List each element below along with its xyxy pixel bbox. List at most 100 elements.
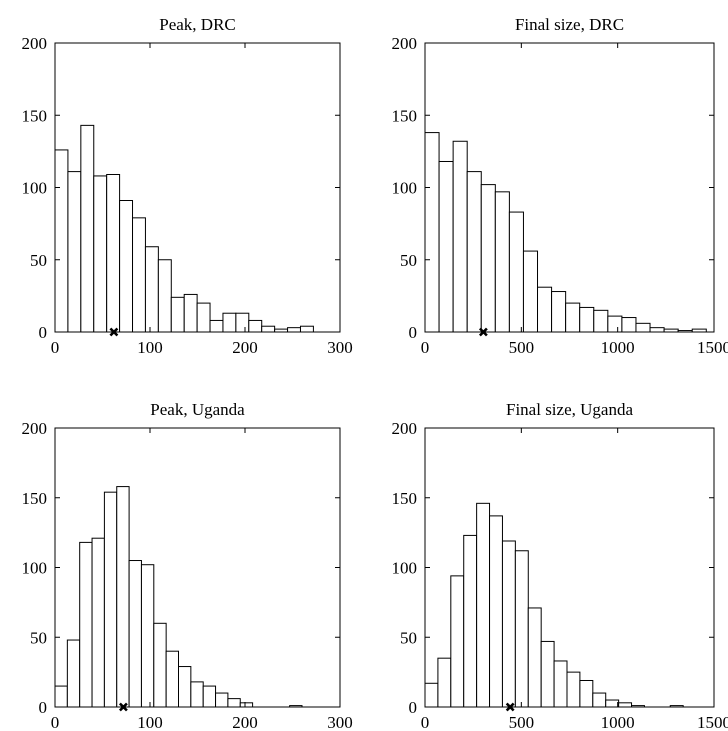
histogram-bar [54, 149, 69, 333]
x-tick-label: 200 [232, 338, 258, 357]
x-tick-label: 1000 [601, 338, 635, 357]
y-tick-label: 50 [400, 628, 417, 647]
y-tick-label: 200 [392, 34, 418, 53]
y-tick-label: 200 [22, 34, 48, 53]
histogram-bar [540, 640, 555, 708]
histogram-bar [222, 312, 237, 333]
mean-marker-stroke [505, 702, 515, 712]
histogram-bar [299, 325, 314, 333]
histogram-panel-3: Peak, Uganda 0 50 100 150 200 0 100 200 300 [22, 400, 353, 731]
chart-title: Peak, DRC [159, 15, 236, 34]
y-tick-label: 50 [30, 251, 47, 270]
histogram-bar [67, 171, 82, 333]
histogram-bar [128, 560, 142, 708]
histogram-bar [91, 537, 105, 708]
histogram-bar [261, 325, 276, 333]
histogram-bar [593, 309, 609, 333]
histogram-bar [463, 534, 478, 708]
y-tick-label: 100 [22, 179, 48, 198]
histogram-bar [116, 486, 130, 708]
histogram-bar [514, 550, 529, 708]
histogram-bar [79, 541, 93, 708]
y-tick-label: 150 [392, 489, 418, 508]
y-tick-label: 0 [409, 323, 418, 342]
histogram-bar [165, 650, 179, 708]
mean-marker [118, 702, 128, 712]
y-tick-label: 0 [39, 323, 48, 342]
y-tick-label: 0 [39, 698, 48, 717]
y-tick-label: 150 [22, 489, 48, 508]
histogram-bar [607, 315, 623, 333]
x-tick-label: 100 [137, 338, 163, 357]
histogram-bar [190, 681, 204, 708]
x-tick-label: 500 [509, 338, 535, 357]
histogram-bar [248, 319, 263, 333]
histogram-bar [466, 171, 482, 333]
histogram-bar [93, 175, 108, 333]
histogram-bar [635, 322, 651, 333]
histogram-bar [605, 699, 620, 708]
x-tick-label: 500 [509, 713, 535, 731]
histogram-bar [170, 296, 185, 333]
histogram-bar [437, 657, 452, 708]
histogram-bar [287, 327, 301, 333]
mean-marker [109, 327, 119, 337]
histogram-bar [649, 327, 665, 333]
histogram-bar [551, 291, 567, 333]
histogram-bar [537, 286, 553, 333]
histogram-bar [196, 302, 211, 333]
chart-title: Final size, DRC [515, 15, 624, 34]
x-tick-label: 200 [232, 713, 258, 731]
histogram-bar [215, 692, 229, 708]
histogram-bar [566, 671, 581, 708]
x-tick-label: 1500 [697, 338, 728, 357]
chart-title: Peak, Uganda [150, 400, 245, 419]
histogram-bar [103, 491, 118, 708]
y-tick-label: 200 [22, 419, 48, 438]
histogram-bar [553, 660, 568, 708]
y-tick-label: 100 [392, 179, 418, 198]
histogram-bar [508, 211, 524, 333]
histogram-bar [450, 575, 465, 708]
histogram-bar [239, 702, 254, 708]
histogram-panel-1: Peak, DRC 0 50 100 150 200 0 100 200 300 [22, 15, 353, 357]
histogram-bar [494, 191, 510, 333]
x-tick-label: 300 [327, 338, 353, 357]
mean-marker-stroke [118, 702, 128, 712]
histogram-bar [452, 140, 468, 333]
histogram-bar [424, 682, 439, 708]
y-tick-label: 0 [409, 698, 418, 717]
histogram-bar [202, 685, 217, 708]
y-tick-label: 100 [392, 559, 418, 578]
y-tick-label: 150 [392, 106, 418, 125]
x-tick-label: 0 [51, 713, 60, 731]
y-tick-label: 150 [22, 106, 48, 125]
histogram-bar [80, 124, 95, 333]
mean-marker-stroke [478, 327, 488, 337]
x-tick-label: 0 [51, 338, 60, 357]
x-tick-label: 0 [421, 338, 430, 357]
histogram-bar [178, 666, 192, 708]
mean-marker [478, 327, 488, 337]
y-tick-label: 100 [22, 559, 48, 578]
histogram-bar [227, 698, 241, 708]
histogram-bar [618, 702, 633, 708]
mean-marker-stroke [109, 327, 119, 337]
histogram-bar [565, 302, 581, 333]
histogram-bar [153, 622, 167, 708]
histogram-bar [592, 692, 607, 708]
chart-title: Final size, Uganda [506, 400, 633, 419]
y-tick-label: 200 [392, 419, 418, 438]
x-tick-label: 0 [421, 713, 430, 731]
x-tick-label: 300 [327, 713, 353, 731]
histogram-bar [132, 217, 146, 333]
histogram-bar [501, 540, 516, 708]
histogram-bar [621, 317, 637, 333]
histogram-bar [438, 160, 454, 333]
histogram-bar [579, 306, 595, 333]
histogram-bar [235, 312, 250, 333]
histogram-bar [579, 679, 594, 708]
histogram-bar [183, 293, 198, 333]
histogram-bar [157, 259, 172, 333]
